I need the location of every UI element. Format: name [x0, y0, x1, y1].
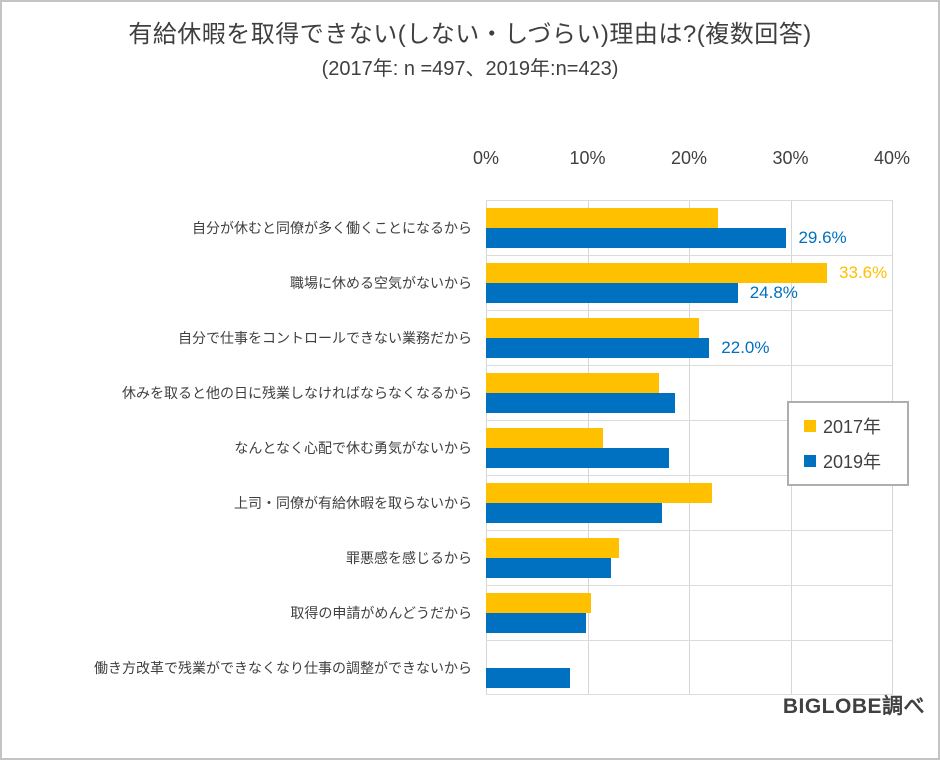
category-label: 自分で仕事をコントロールできない業務だから: [178, 329, 472, 346]
category-label: 自分が休むと同僚が多く働くことになるから: [192, 219, 472, 236]
bar-2017年-0: [486, 208, 719, 228]
bar-2019年-1: [486, 283, 738, 303]
legend-entry-2019年: 2019年: [804, 448, 907, 474]
x-tick-0%: 0%: [472, 148, 499, 168]
data-label-2019年-1: 24.8%: [749, 283, 798, 302]
data-label-2017年-1: 33.6%: [839, 263, 888, 282]
chart-title: 有給休暇を取得できない(しない・しづらい)理由は?(複数回答): [128, 21, 812, 48]
gridline-horizontal: [486, 694, 892, 695]
chart-subtitle: (2017年: n =497、2019年:n=423): [321, 58, 619, 80]
data-label-2019年-0: 29.6%: [798, 228, 847, 247]
bar-2019年-7: [486, 613, 587, 633]
gridline-horizontal: [486, 640, 892, 641]
bar-2019年-2: [486, 338, 710, 358]
legend-label: 2017年: [823, 417, 882, 438]
gridline-horizontal: [486, 255, 892, 256]
bar-2019年-3: [486, 393, 675, 413]
legend-swatch-icon: [804, 454, 816, 467]
bar-2017年-2: [486, 318, 700, 338]
source-credit: BIGLOBE調べ: [782, 695, 925, 718]
category-label: 罪悪感を感じるから: [346, 549, 472, 566]
legend-entry-2017年: 2017年: [804, 413, 907, 439]
category-label: 上司・同僚が有給休暇を取らないから: [234, 494, 472, 511]
category-label: なんとなく心配で休む勇気がないから: [234, 439, 472, 456]
bar-2017年-6: [486, 538, 619, 558]
gridline-horizontal: [486, 475, 892, 476]
gridline-vertical: [689, 200, 690, 695]
legend-swatch-icon: [804, 420, 816, 433]
gridline-horizontal: [486, 420, 892, 421]
bar-2019年-5: [486, 503, 662, 523]
bar-2017年-4: [486, 428, 603, 448]
x-tick-20%: 20%: [670, 148, 708, 168]
bar-2019年-4: [486, 448, 669, 468]
legend-label: 2019年: [823, 451, 882, 472]
gridline-horizontal: [486, 200, 892, 201]
x-tick-40%: 40%: [873, 148, 911, 168]
category-label: 職場に休める空気がないから: [290, 274, 472, 291]
category-label: 働き方改革で残業ができなくなり仕事の調整ができないから: [94, 659, 472, 676]
gridline-horizontal: [486, 310, 892, 311]
bar-2017年-7: [486, 593, 591, 613]
bar-2019年-6: [486, 558, 611, 578]
x-tick-10%: 10%: [569, 148, 606, 168]
plot-area: 33.6% 29.6% 24.8% 22.0%: [486, 200, 893, 695]
data-label-2019年-2: 22.0%: [721, 338, 770, 357]
x-tick-30%: 30%: [772, 148, 809, 168]
bar-2017年-5: [486, 483, 713, 503]
bar-2017年-1: [486, 263, 828, 283]
gridline-horizontal: [486, 365, 892, 366]
bar-2017年-3: [486, 373, 659, 393]
category-label: 休みを取ると他の日に残業しなければならなくなるから: [122, 384, 472, 401]
gridline-horizontal: [486, 585, 892, 586]
legend: 2017年 2019年: [787, 401, 909, 486]
gridline-horizontal: [486, 530, 892, 531]
bar-2019年-8: [486, 668, 571, 688]
category-label: 取得の申請がめんどうだから: [290, 604, 472, 621]
bar-2019年-0: [486, 228, 787, 248]
